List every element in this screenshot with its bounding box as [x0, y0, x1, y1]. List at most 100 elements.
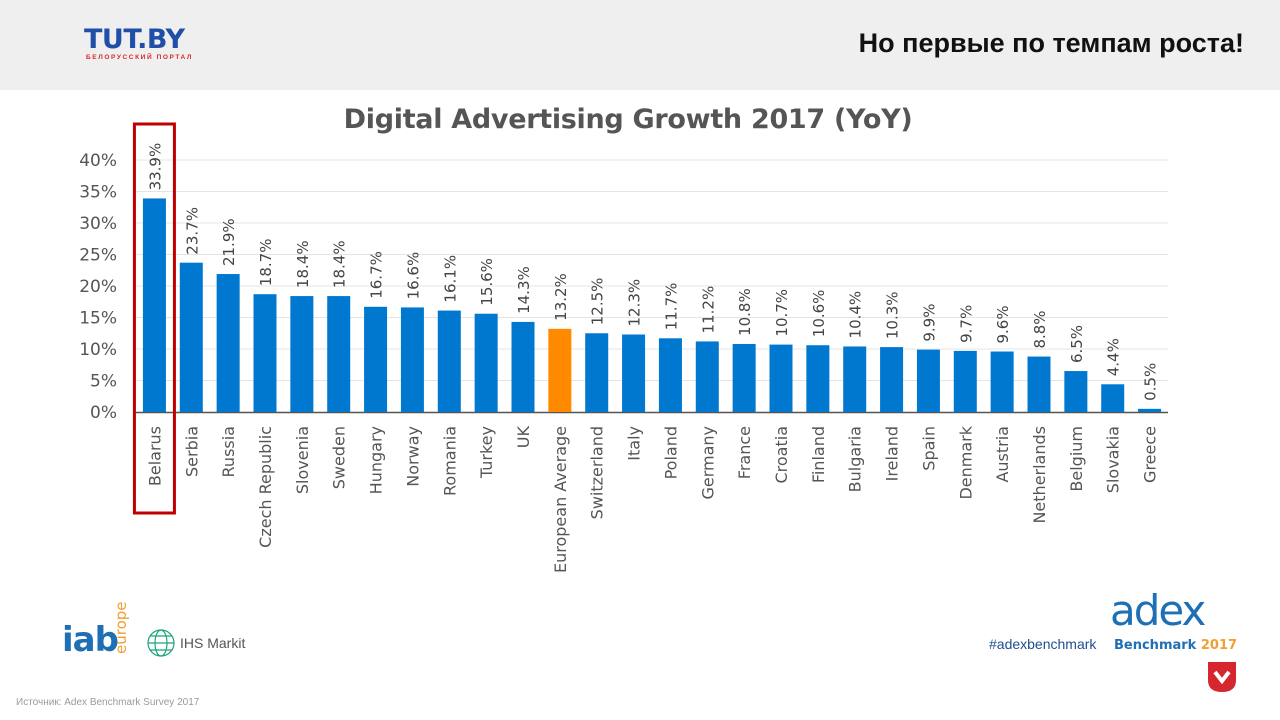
x-tick-label: UK [514, 425, 533, 448]
bar [474, 313, 498, 412]
adex-logo-benchmark: Benchmark [1114, 638, 1197, 653]
x-tick-label: Ireland [883, 426, 902, 481]
logo-text: TUT.BY [84, 24, 185, 55]
data-label: 0.5% [1142, 363, 1160, 401]
x-tick-label: Slovakia [1104, 426, 1123, 493]
source-note: Источник: Adex Benchmark Survey 2017 [16, 697, 200, 708]
y-tick-label: 20% [79, 277, 117, 297]
x-tick-label: Norway [403, 426, 422, 487]
highlight-box [132, 122, 176, 515]
data-label: 9.9% [920, 304, 938, 342]
y-tick-label: 25% [79, 246, 117, 266]
bar [364, 306, 388, 412]
adex-benchmark-logo: adex Benchmark 2017 [1108, 586, 1237, 660]
bar [1101, 384, 1125, 412]
data-label: 11.2% [699, 286, 717, 334]
adex-logo-sub: Benchmark 2017 [1114, 638, 1237, 653]
data-label: 18.7% [257, 239, 275, 287]
data-label: 11.7% [662, 283, 680, 331]
ihs-globe-icon [147, 629, 175, 657]
y-tick-label: 35% [79, 183, 117, 203]
data-label: 15.6% [478, 258, 496, 306]
x-tick-label: Denmark [956, 425, 975, 499]
x-tick-label: Sweden [330, 426, 349, 489]
data-label: 6.5% [1068, 325, 1086, 363]
x-tick-label: Poland [661, 426, 680, 479]
bar [1064, 371, 1088, 412]
data-label: 16.7% [368, 251, 386, 299]
x-tick-label: France [735, 426, 754, 479]
x-tick-label: Spain [919, 426, 938, 471]
data-label: 33.9% [146, 143, 164, 191]
x-tick-label: Turkey [477, 426, 496, 479]
bar [990, 351, 1014, 412]
x-tick-label: Serbia [182, 426, 201, 477]
bar [953, 350, 977, 412]
x-tick-label: Austria [993, 426, 1012, 483]
bar [179, 262, 203, 412]
iab-logo-sub: europe [112, 601, 130, 655]
bar [400, 307, 424, 412]
data-label: 18.4% [331, 240, 349, 288]
data-label: 16.1% [441, 255, 459, 303]
x-tick-label: Croatia [772, 426, 791, 484]
header-bar: TUT.BY БЕЛОРУССКИЙ ПОРТАЛ Но первые по т… [0, 0, 1280, 90]
data-label: 10.7% [773, 289, 791, 337]
ihs-markit-logo: IHS Markit [146, 628, 245, 658]
bar [142, 198, 166, 412]
adex-logo-text: adex [1110, 586, 1206, 635]
data-label: 10.6% [810, 290, 828, 338]
bar [548, 328, 572, 412]
x-tick-label: Romania [440, 426, 459, 496]
data-label: 12.3% [626, 279, 644, 327]
bar [769, 344, 793, 412]
bar [290, 296, 314, 412]
bar [216, 274, 240, 412]
data-label: 10.8% [736, 288, 754, 336]
data-label: 9.7% [957, 305, 975, 343]
data-label: 10.3% [884, 291, 902, 339]
x-tick-label: Italy [625, 426, 644, 461]
data-label: 13.2% [552, 273, 570, 321]
bar [1027, 356, 1051, 412]
bar [1138, 408, 1162, 412]
y-tick-label: 30% [79, 214, 117, 234]
bar [511, 321, 535, 412]
adex-logo-year: 2017 [1200, 638, 1238, 653]
y-tick-label: 15% [79, 309, 117, 329]
ihs-logo-text: IHS Markit [180, 635, 246, 651]
bar [806, 345, 830, 412]
bar [622, 334, 646, 412]
bar [695, 341, 719, 412]
iab-europe-logo: iab europe [62, 598, 142, 668]
x-tick-label: Finland [809, 426, 828, 483]
bar [658, 338, 682, 412]
data-label: 21.9% [220, 218, 238, 266]
x-tick-label: Bulgaria [846, 426, 865, 492]
y-tick-label: 40% [79, 151, 117, 171]
bar [327, 296, 351, 412]
bar [585, 333, 609, 412]
iab-logo-text: iab [62, 620, 119, 660]
x-tick-label: Russia [219, 426, 238, 477]
x-tick-label: Belgium [1067, 426, 1086, 492]
data-label: 4.4% [1105, 338, 1123, 376]
x-tick-label: Netherlands [1030, 426, 1049, 524]
y-tick-label: 0% [90, 403, 117, 423]
data-label: 10.4% [847, 291, 865, 339]
data-label: 18.4% [294, 240, 312, 288]
x-tick-label: Germany [698, 426, 717, 500]
slide-title: Но первые по темпам роста! [858, 28, 1244, 58]
bar [843, 346, 867, 412]
data-label: 14.3% [515, 266, 533, 314]
bar [437, 310, 461, 412]
bar [253, 294, 277, 412]
chart-title: Digital Advertising Growth 2017 (YoY) [343, 104, 913, 135]
tutby-logo[interactable]: TUT.BY БЕЛОРУССКИЙ ПОРТАЛ [84, 26, 193, 61]
tutby-corner-icon [1208, 662, 1236, 692]
data-label: 16.6% [404, 252, 422, 300]
bar-chart: 0% 5% 10% 15% 20% 25% 30% 35% 40% 33.9% Belarus 23.… [79, 122, 1168, 573]
x-tick-label: Belarus [145, 426, 164, 486]
bar [732, 343, 756, 412]
x-tick-label: European Average [551, 426, 570, 573]
